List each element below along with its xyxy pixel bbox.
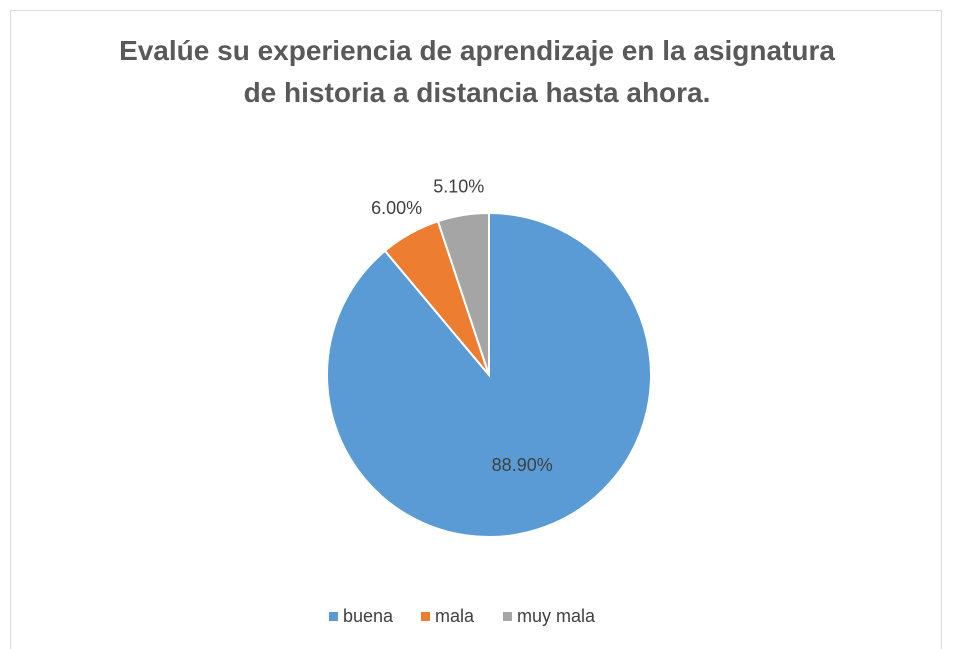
- legend-swatch: [503, 612, 512, 621]
- legend-swatch: [329, 612, 338, 621]
- chart-frame: [10, 10, 942, 649]
- data-label: 5.10%: [433, 177, 484, 197]
- chart-title: Evalúe su experiencia de aprendizaje en …: [119, 35, 835, 108]
- data-label: 6.00%: [371, 198, 422, 218]
- pie-slice: [436, 211, 490, 376]
- data-label: 88.90%: [492, 455, 553, 475]
- legend-label: buena: [343, 606, 394, 626]
- legend-label: mala: [435, 606, 475, 626]
- legend-label: muy mala: [517, 606, 596, 626]
- legend-swatch: [421, 612, 430, 621]
